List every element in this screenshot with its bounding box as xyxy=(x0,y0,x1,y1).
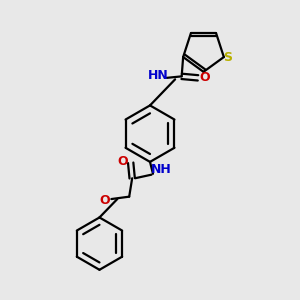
Text: O: O xyxy=(199,71,210,84)
Text: O: O xyxy=(117,155,128,168)
Text: S: S xyxy=(223,50,232,64)
Text: NH: NH xyxy=(151,164,172,176)
Text: O: O xyxy=(100,194,110,207)
Text: HN: HN xyxy=(148,69,168,82)
